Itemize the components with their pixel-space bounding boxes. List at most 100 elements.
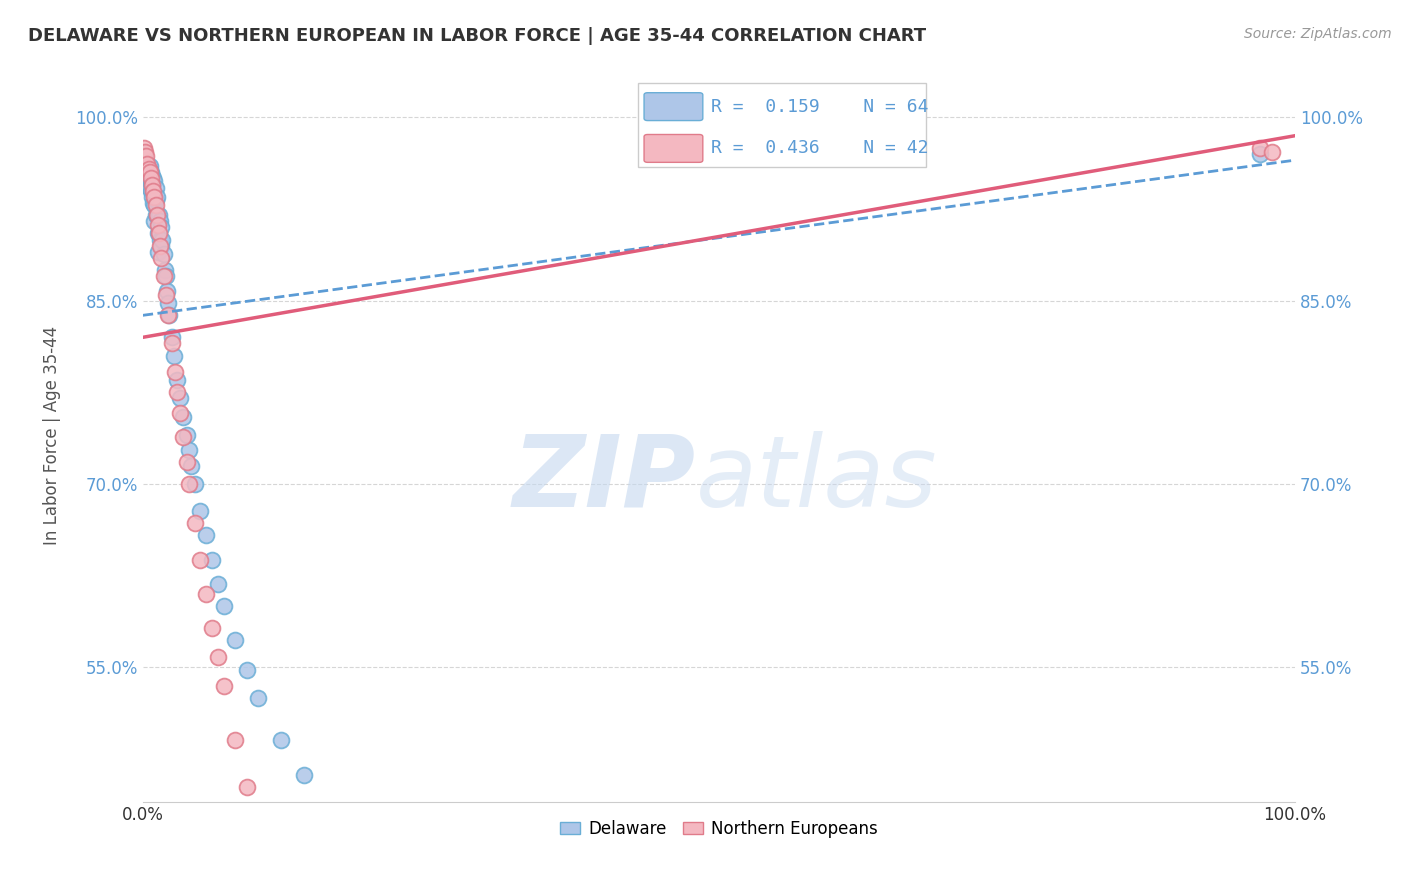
Point [146, 244, 169, 259]
Point [153, 263, 176, 277]
Point [183, 516, 205, 530]
Point [143, 174, 166, 188]
Point [157, 308, 180, 322]
Point [145, 190, 167, 204]
Point [145, 208, 167, 222]
Point [148, 227, 170, 241]
Point [146, 218, 169, 232]
Point [134, 145, 156, 159]
Point [195, 587, 218, 601]
Point [201, 621, 224, 635]
Point [148, 208, 170, 222]
Point [183, 477, 205, 491]
Point [150, 238, 173, 252]
Point [163, 349, 186, 363]
Point [152, 269, 174, 284]
Point [247, 690, 270, 705]
Point [172, 430, 194, 444]
Point [177, 442, 200, 457]
Text: R =  0.159    N = 64: R = 0.159 N = 64 [711, 97, 928, 116]
Point [145, 198, 167, 212]
Point [136, 157, 159, 171]
Point [172, 409, 194, 424]
FancyBboxPatch shape [638, 83, 927, 168]
Point [138, 174, 160, 188]
Point [224, 733, 246, 747]
Point [149, 214, 172, 228]
Point [155, 269, 177, 284]
Point [141, 190, 163, 204]
Point [207, 577, 229, 591]
Point [1261, 145, 1284, 159]
Point [1249, 141, 1271, 155]
Point [139, 165, 162, 179]
Point [143, 214, 166, 228]
Point [169, 406, 191, 420]
Point [142, 184, 165, 198]
Point [157, 308, 180, 322]
Point [142, 171, 165, 186]
Point [150, 220, 173, 235]
Point [142, 184, 165, 198]
Point [149, 233, 172, 247]
Point [139, 171, 162, 186]
Text: atlas: atlas [696, 431, 938, 527]
Point [292, 767, 315, 781]
Text: R =  0.436    N = 42: R = 0.436 N = 42 [711, 139, 928, 157]
Point [143, 186, 166, 201]
Point [166, 385, 188, 400]
Point [150, 251, 173, 265]
Point [145, 194, 167, 208]
Point [176, 428, 198, 442]
Point [160, 336, 183, 351]
Text: Source: ZipAtlas.com: Source: ZipAtlas.com [1244, 27, 1392, 41]
Point [139, 184, 162, 198]
Point [212, 599, 235, 613]
Point [143, 198, 166, 212]
Point [180, 458, 202, 473]
Point [139, 174, 162, 188]
Point [141, 169, 163, 183]
Point [135, 165, 157, 179]
Point [235, 780, 257, 794]
Point [139, 159, 162, 173]
Point [190, 552, 212, 566]
Point [235, 663, 257, 677]
Y-axis label: In Labor Force | Age 35-44: In Labor Force | Age 35-44 [44, 326, 60, 545]
Point [143, 190, 166, 204]
Point [190, 504, 212, 518]
Point [152, 247, 174, 261]
Point [212, 679, 235, 693]
Point [176, 455, 198, 469]
Point [157, 296, 180, 310]
Point [270, 733, 292, 747]
Point [139, 165, 162, 179]
Point [169, 392, 191, 406]
Point [207, 650, 229, 665]
Point [145, 181, 167, 195]
Point [195, 528, 218, 542]
Point [247, 822, 270, 836]
Point [155, 287, 177, 301]
Point [142, 195, 165, 210]
Point [139, 181, 162, 195]
Point [201, 552, 224, 566]
Point [138, 165, 160, 179]
FancyBboxPatch shape [644, 135, 703, 162]
Point [132, 141, 155, 155]
Point [132, 147, 155, 161]
Point [177, 477, 200, 491]
Point [135, 159, 157, 173]
Point [136, 169, 159, 183]
Point [135, 149, 157, 163]
Point [141, 178, 163, 192]
Point [160, 330, 183, 344]
Point [145, 208, 167, 222]
Point [138, 161, 160, 176]
Point [224, 633, 246, 648]
Point [146, 227, 169, 241]
Point [141, 178, 163, 192]
Point [148, 227, 170, 241]
Point [152, 233, 174, 247]
Point [149, 238, 172, 252]
